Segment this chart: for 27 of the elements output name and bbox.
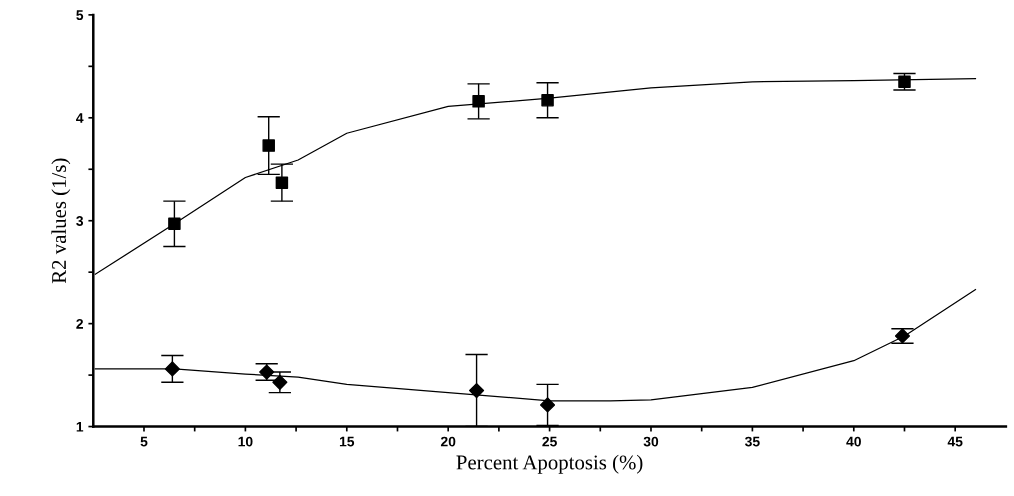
- point: [168, 217, 181, 231]
- x-tick-label: 30: [643, 436, 659, 447]
- point: [259, 364, 275, 380]
- x-tick-label: 25: [542, 436, 557, 447]
- y-tick-label: 2: [76, 318, 84, 329]
- y-tick-label: 5: [76, 10, 84, 21]
- point: [472, 95, 485, 108]
- point: [469, 382, 485, 399]
- x-axis-title: Percent Apoptosis (%): [456, 454, 643, 474]
- point: [164, 361, 180, 377]
- point: [541, 94, 554, 107]
- x-tick-label: 10: [238, 436, 253, 447]
- x-tick-label: 45: [947, 436, 963, 447]
- x-tick-label: 15: [339, 436, 355, 447]
- point: [539, 397, 556, 413]
- point: [898, 75, 911, 89]
- x-tick-label: 20: [440, 436, 456, 447]
- x-tick-label: 40: [846, 436, 861, 447]
- y-axis-title: R2 values (1/s): [51, 158, 71, 284]
- x-tick-label: 35: [744, 436, 760, 447]
- x-tick-label: 5: [140, 436, 148, 447]
- point: [894, 328, 911, 344]
- y-tick-label: 3: [76, 216, 84, 226]
- point: [275, 176, 289, 189]
- y-tick-label: 4: [76, 113, 84, 123]
- y-tick-label: 1: [76, 422, 84, 432]
- point: [262, 139, 275, 152]
